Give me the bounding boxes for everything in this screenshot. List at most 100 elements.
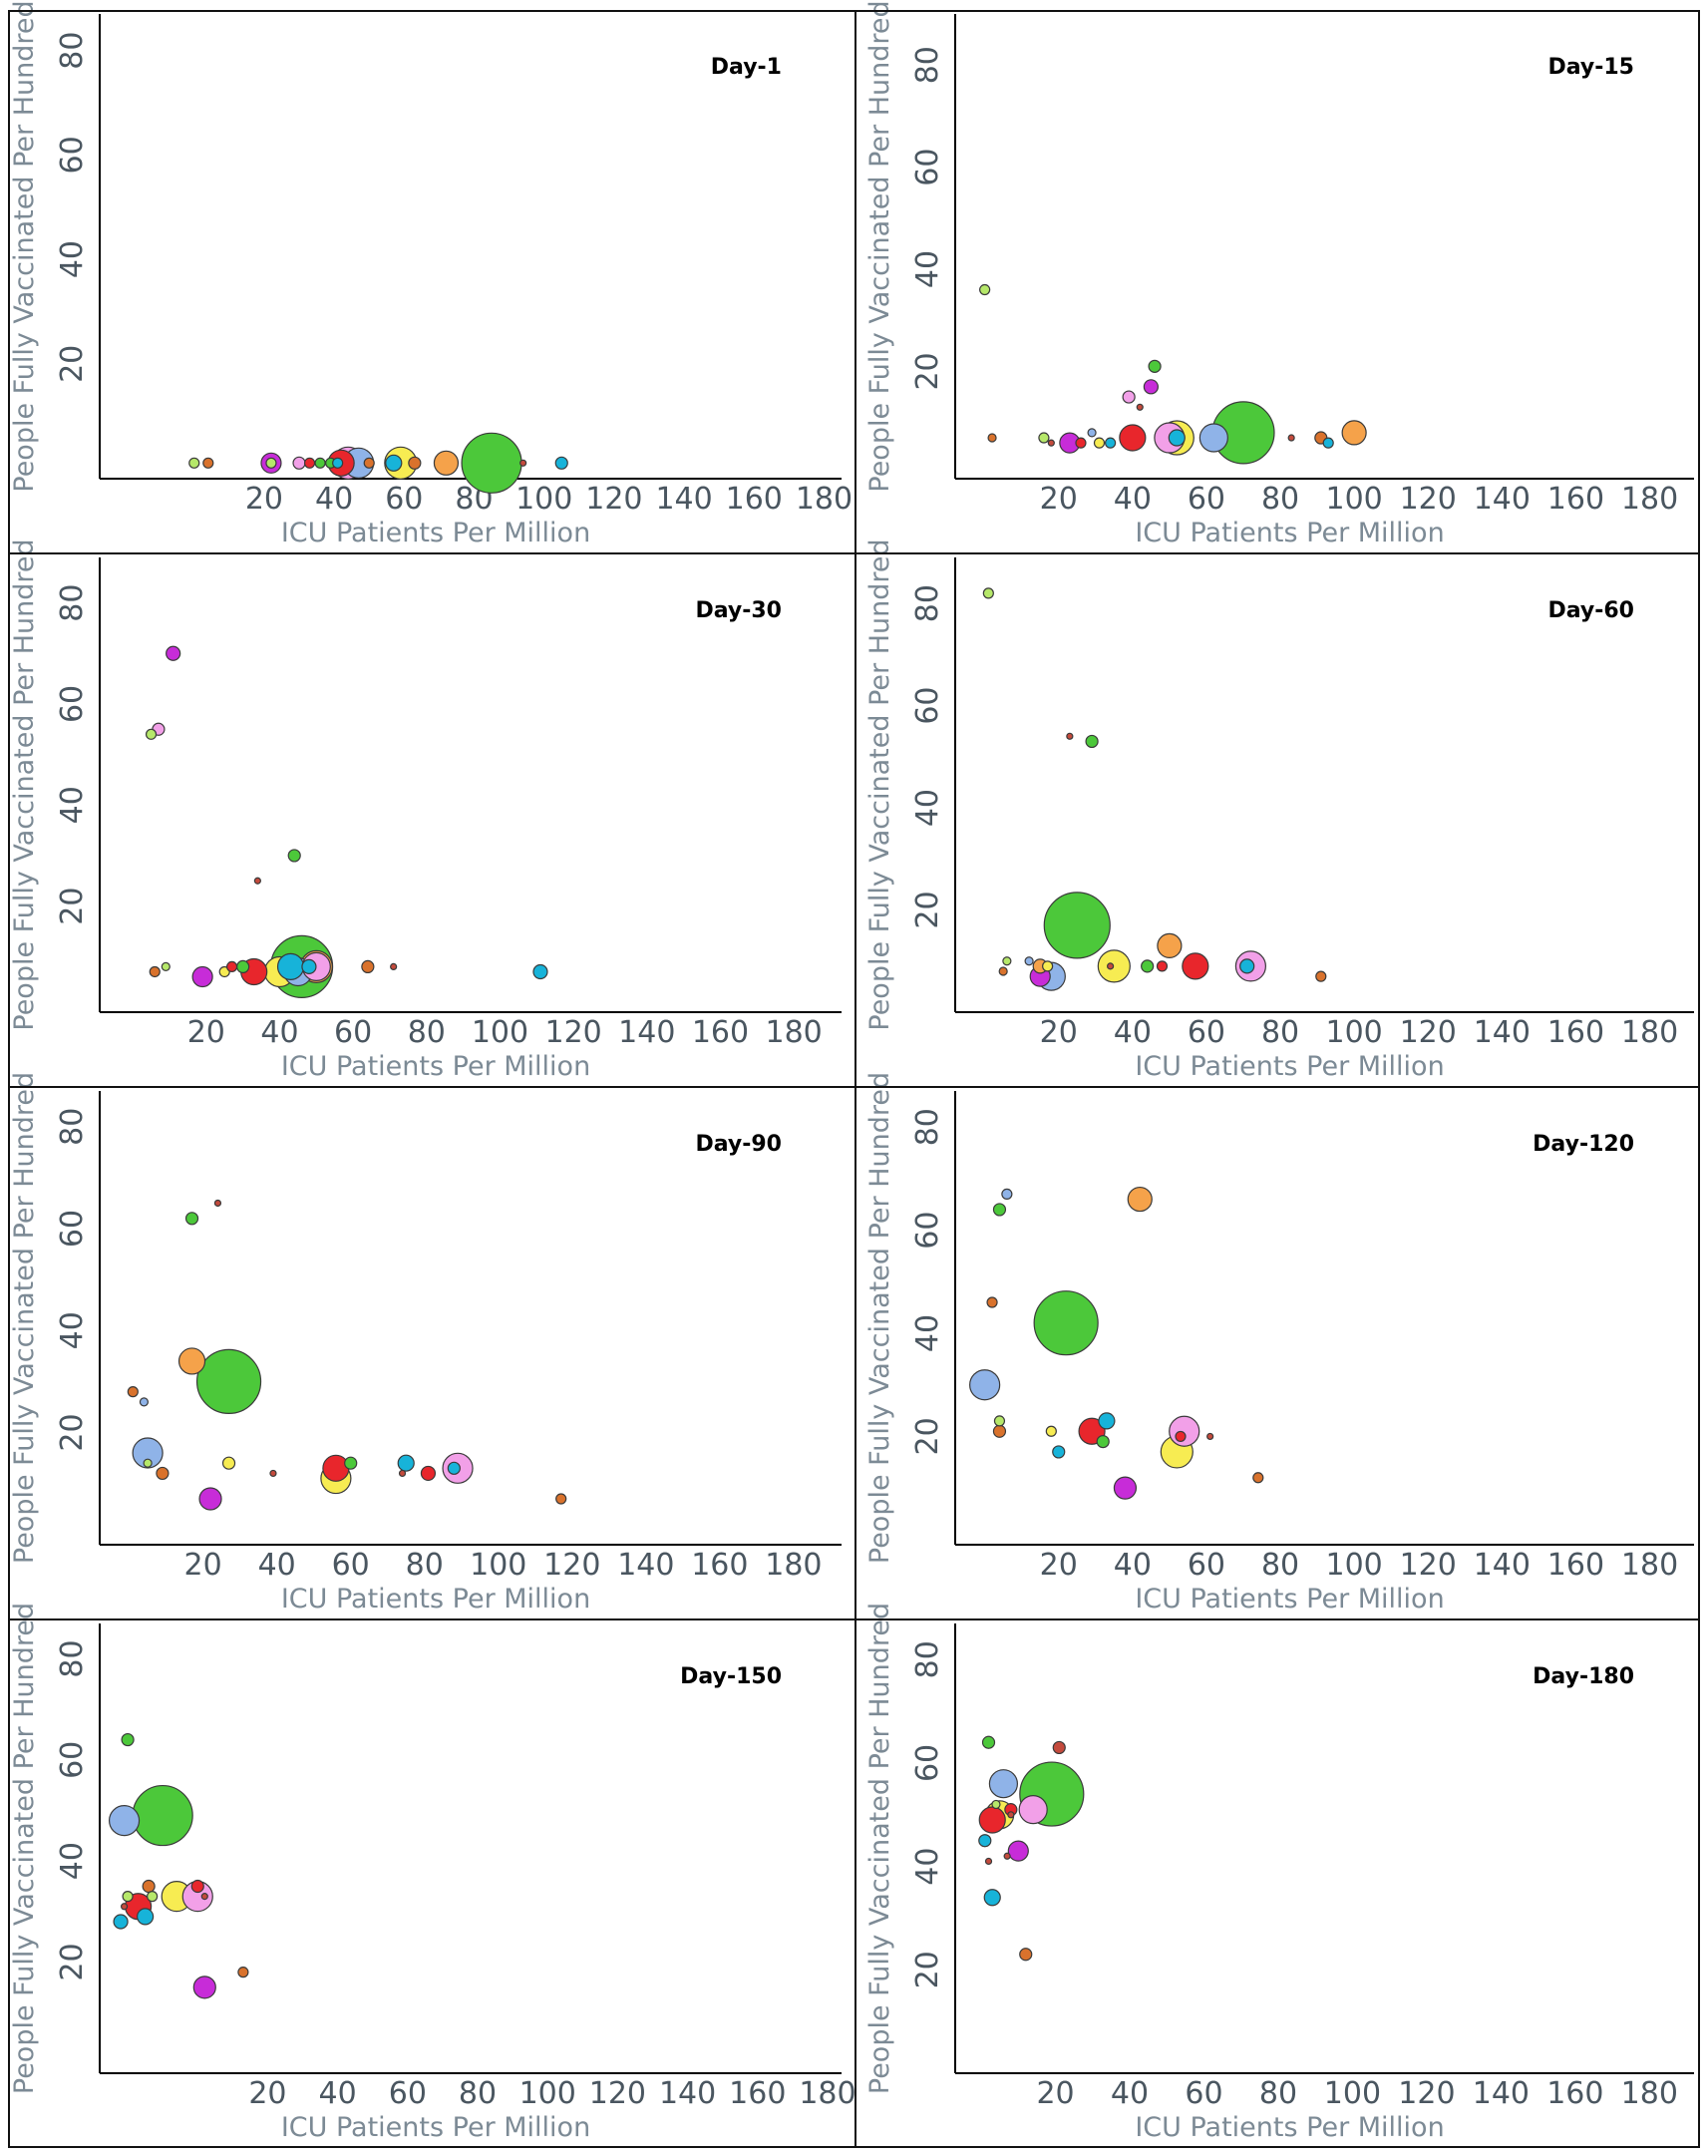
bubble (1093, 437, 1106, 449)
bubble (1052, 1740, 1066, 1755)
bubble (555, 1493, 567, 1505)
x-tick-label: 160 (1547, 1015, 1604, 1050)
bubble (983, 1889, 1001, 1907)
bubble (1341, 420, 1367, 446)
panel-title: Day-60 (1547, 598, 1634, 623)
bubble (191, 965, 213, 988)
bubble (998, 966, 1008, 976)
bubble (145, 728, 158, 740)
bubble (988, 1769, 1019, 1799)
x-tick-label: 20 (1040, 482, 1078, 517)
x-tick-label: 160 (729, 2076, 786, 2111)
bubble (314, 457, 326, 469)
x-tick-label: 160 (726, 482, 783, 517)
bubble (991, 1799, 1001, 1810)
x-tick-label: 140 (1474, 482, 1531, 517)
bubble (225, 960, 238, 973)
y-tick-label: 80 (910, 584, 945, 622)
bubble (1322, 437, 1334, 449)
bubble (253, 877, 261, 885)
x-tick-label: 180 (765, 1548, 822, 1583)
bubble (1107, 962, 1115, 970)
bubble (1097, 949, 1131, 983)
bubble (198, 1487, 222, 1511)
bubble (979, 283, 991, 296)
x-tick-label: 160 (1547, 1548, 1604, 1583)
bubble (397, 1454, 415, 1472)
bubble (292, 456, 306, 470)
bubble (408, 456, 422, 470)
y-tick-label: 60 (55, 685, 90, 723)
x-tick-label: 40 (1111, 2076, 1149, 2111)
bubble (276, 952, 305, 981)
bubble (993, 1415, 1006, 1427)
x-tick-label: 60 (332, 1548, 370, 1583)
x-tick-label: 40 (1114, 1548, 1152, 1583)
y-tick-label: 60 (910, 1212, 945, 1250)
outer-frame (8, 10, 1700, 2148)
x-tick-label: 20 (1036, 2076, 1074, 2111)
x-tick-label: 100 (1326, 1015, 1383, 1050)
bubble (344, 1456, 358, 1470)
bubble (1122, 390, 1136, 404)
x-tick-label: 120 (543, 1548, 600, 1583)
x-tick-label: 100 (1326, 482, 1383, 517)
y-axis-label: People Fully Vaccinated Per Hundred (9, 1603, 40, 2094)
y-tick-label: 20 (910, 352, 945, 390)
bubble (195, 1348, 262, 1415)
x-tick-label: 160 (1546, 2076, 1603, 2111)
y-tick-label: 80 (910, 1640, 945, 1678)
x-tick-label: 120 (589, 2076, 646, 2111)
bubble (1007, 1840, 1029, 1862)
bubble (1239, 958, 1255, 974)
bubble (554, 456, 568, 470)
y-axis-label: People Fully Vaccinated Per Hundred (9, 0, 40, 492)
y-tick-label: 80 (55, 32, 90, 70)
x-axis-label: ICU Patients Per Million (1135, 518, 1444, 548)
y-tick-label: 40 (910, 250, 945, 288)
y-tick-label: 80 (55, 1108, 90, 1146)
x-tick-label: 60 (1185, 2076, 1222, 2111)
bubble (992, 1424, 1007, 1438)
bubble (420, 1465, 437, 1482)
y-axis-label: People Fully Vaccinated Per Hundred (864, 1072, 895, 1564)
x-tick-label: 40 (315, 482, 353, 517)
y-tick-label: 60 (910, 1744, 945, 1782)
y-tick-label: 40 (55, 1842, 90, 1880)
x-tick-label: 20 (1040, 1548, 1078, 1583)
y-tick-label: 40 (55, 786, 90, 824)
bubble (143, 1458, 153, 1468)
bubble (447, 1461, 461, 1475)
y-tick-label: 20 (55, 888, 90, 925)
x-axis-label: ICU Patients Per Million (1135, 1584, 1444, 1615)
y-tick-label: 60 (55, 136, 90, 174)
bubble (1175, 1430, 1187, 1443)
x-tick-label: 160 (692, 1015, 749, 1050)
x-tick-label: 140 (1474, 1548, 1531, 1583)
y-tick-label: 20 (910, 1951, 945, 1988)
bubble (161, 961, 171, 972)
bubble (132, 1437, 164, 1469)
x-tick-label: 80 (1261, 1548, 1299, 1583)
x-tick-label: 180 (796, 482, 853, 517)
bubble (1136, 403, 1144, 411)
y-tick-label: 60 (910, 686, 945, 724)
panel-title: Day-30 (695, 598, 782, 623)
bubble (992, 1203, 1007, 1217)
x-tick-label: 60 (385, 482, 423, 517)
bubble (213, 1199, 222, 1208)
x-tick-label: 80 (1259, 2076, 1297, 2111)
bubble (184, 1212, 199, 1226)
bubble (265, 457, 277, 469)
bubble (1003, 1852, 1011, 1860)
x-tick-label: 60 (389, 2076, 427, 2111)
y-tick-label: 20 (55, 1943, 90, 1980)
bubble (1066, 732, 1074, 740)
y-axis-label: People Fully Vaccinated Per Hundred (864, 539, 895, 1030)
y-axis-label: People Fully Vaccinated Per Hundred (9, 1072, 40, 1564)
bubble (122, 1891, 134, 1903)
x-tick-label: 40 (1114, 482, 1152, 517)
